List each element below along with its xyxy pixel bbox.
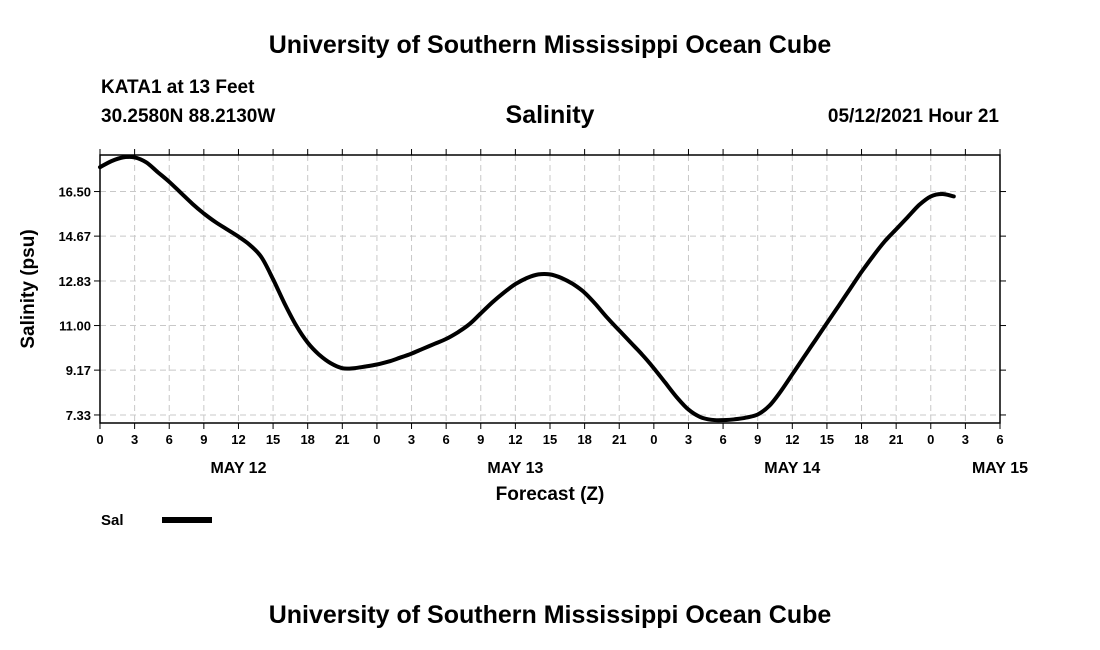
plot-frame <box>99 154 1001 424</box>
banner-top: University of Southern Mississippi Ocean… <box>268 31 832 59</box>
grid-lines <box>100 155 1000 423</box>
x-tick-label: 3 <box>408 432 415 447</box>
x-tick-label: 9 <box>200 432 207 447</box>
x-tick-label: 0 <box>650 432 657 447</box>
axis-ticks <box>94 149 1006 429</box>
series-layer <box>98 154 956 423</box>
x-tick-label: 15 <box>820 432 834 447</box>
station-label: KATA1 at 13 Feet <box>101 77 255 98</box>
x-tick-label: 0 <box>373 432 380 447</box>
x-tick-label: 21 <box>335 432 349 447</box>
axis-labels: 0 3 6 9 12 15 18 21 0 3 6 9 12 15 18 21 0 3 6 9 12 15 18 21 0 3 6 M… <box>58 185 1028 477</box>
y-tick-label: 12.83 <box>58 274 91 289</box>
x-axis-title: Forecast (Z) <box>496 484 605 505</box>
x-tick-label: 0 <box>927 432 934 447</box>
x-tick-label: 3 <box>685 432 692 447</box>
x-tick-label: 6 <box>443 432 450 447</box>
x-tick-label: 21 <box>612 432 626 447</box>
x-tick-label: 12 <box>785 432 799 447</box>
x-tick-label: 6 <box>996 432 1003 447</box>
x-tick-label: 15 <box>543 432 557 447</box>
x-tick-label: 18 <box>854 432 868 447</box>
x-tick-label: 9 <box>754 432 761 447</box>
y-tick-label: 9.17 <box>66 363 91 378</box>
x-date-label: MAY 13 <box>487 460 543 477</box>
x-tick-label: 0 <box>96 432 103 447</box>
x-tick-label: 12 <box>508 432 522 447</box>
x-tick-label: 3 <box>962 432 969 447</box>
x-tick-label: 15 <box>266 432 280 447</box>
x-tick-label: 6 <box>719 432 726 447</box>
series-line-sal <box>98 154 956 423</box>
timestamp-label: 05/12/2021 Hour 21 <box>827 106 999 127</box>
x-date-label: MAY 12 <box>210 460 266 477</box>
y-tick-label: 14.67 <box>58 229 91 244</box>
banner-bottom: University of Southern Mississippi Ocean… <box>268 601 832 629</box>
coords-label: 30.2580N 88.2130W <box>101 106 276 127</box>
y-tick-label: 11.00 <box>59 319 91 334</box>
x-tick-label: 9 <box>477 432 484 447</box>
chart-title: Salinity <box>505 101 595 129</box>
x-tick-label: 18 <box>577 432 591 447</box>
legend-label: Sal <box>101 512 124 529</box>
x-date-label: MAY 15 <box>972 460 1028 477</box>
x-date-label: MAY 14 <box>764 460 820 477</box>
x-tick-label: 3 <box>131 432 138 447</box>
x-tick-label: 21 <box>889 432 903 447</box>
y-axis-title: Salinity (psu) <box>18 229 39 348</box>
x-tick-label: 6 <box>166 432 173 447</box>
y-tick-label: 7.33 <box>66 408 91 423</box>
x-tick-label: 12 <box>231 432 245 447</box>
x-tick-label: 18 <box>300 432 314 447</box>
y-tick-label: 16.50 <box>58 185 91 200</box>
